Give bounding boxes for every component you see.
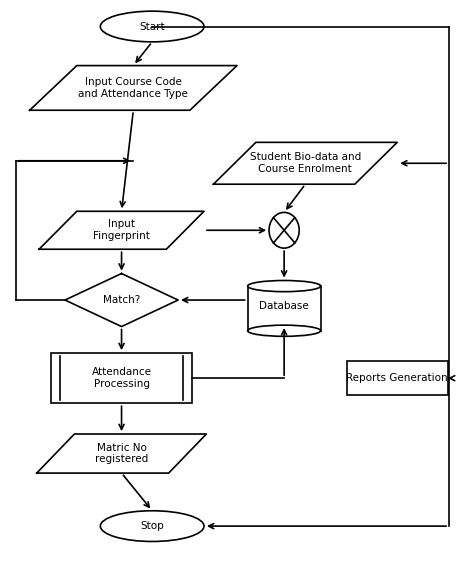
Bar [51,353,192,403]
Text: Matric No
registered: Matric No registered [95,443,148,465]
Text: Reports Generation: Reports Generation [346,373,448,383]
Text: Database: Database [259,301,309,311]
Text: Input
Fingerprint: Input Fingerprint [93,219,150,241]
Text: Stop: Stop [140,521,164,531]
Ellipse shape [247,280,320,292]
Text: Student Bio-data and
Course Enrolment: Student Bio-data and Course Enrolment [250,153,361,174]
Text: Input Course Code
and Attendance Type: Input Course Code and Attendance Type [78,77,188,99]
Text: Attendance
Processing: Attendance Processing [91,367,152,389]
Text: Start: Start [139,21,165,31]
Text: Match?: Match? [103,295,140,305]
Bar [346,361,448,395]
